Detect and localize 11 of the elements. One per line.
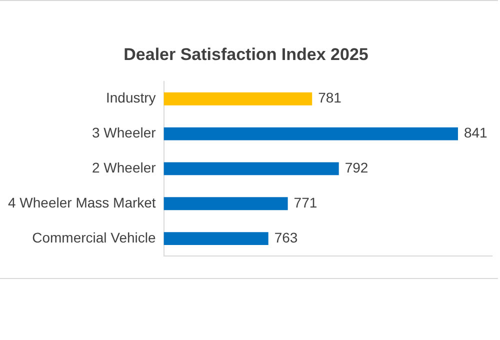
y-tick-label: 4 Wheeler Mass Market	[8, 194, 156, 210]
y-tick-label: 3 Wheeler	[92, 124, 156, 141]
y-tick-label: Industry	[106, 90, 156, 106]
data-label: 841	[464, 124, 488, 141]
data-label: 792	[344, 160, 368, 176]
y-tick-label: Commercial Vehicle	[32, 229, 156, 246]
data-label: 771	[294, 194, 318, 210]
y-tick-label: 2 Wheeler	[92, 160, 156, 176]
data-label: 781	[318, 90, 342, 106]
data-label: 763	[274, 229, 298, 246]
chart-title: Dealer Satisfaction Index 2025	[124, 44, 368, 64]
